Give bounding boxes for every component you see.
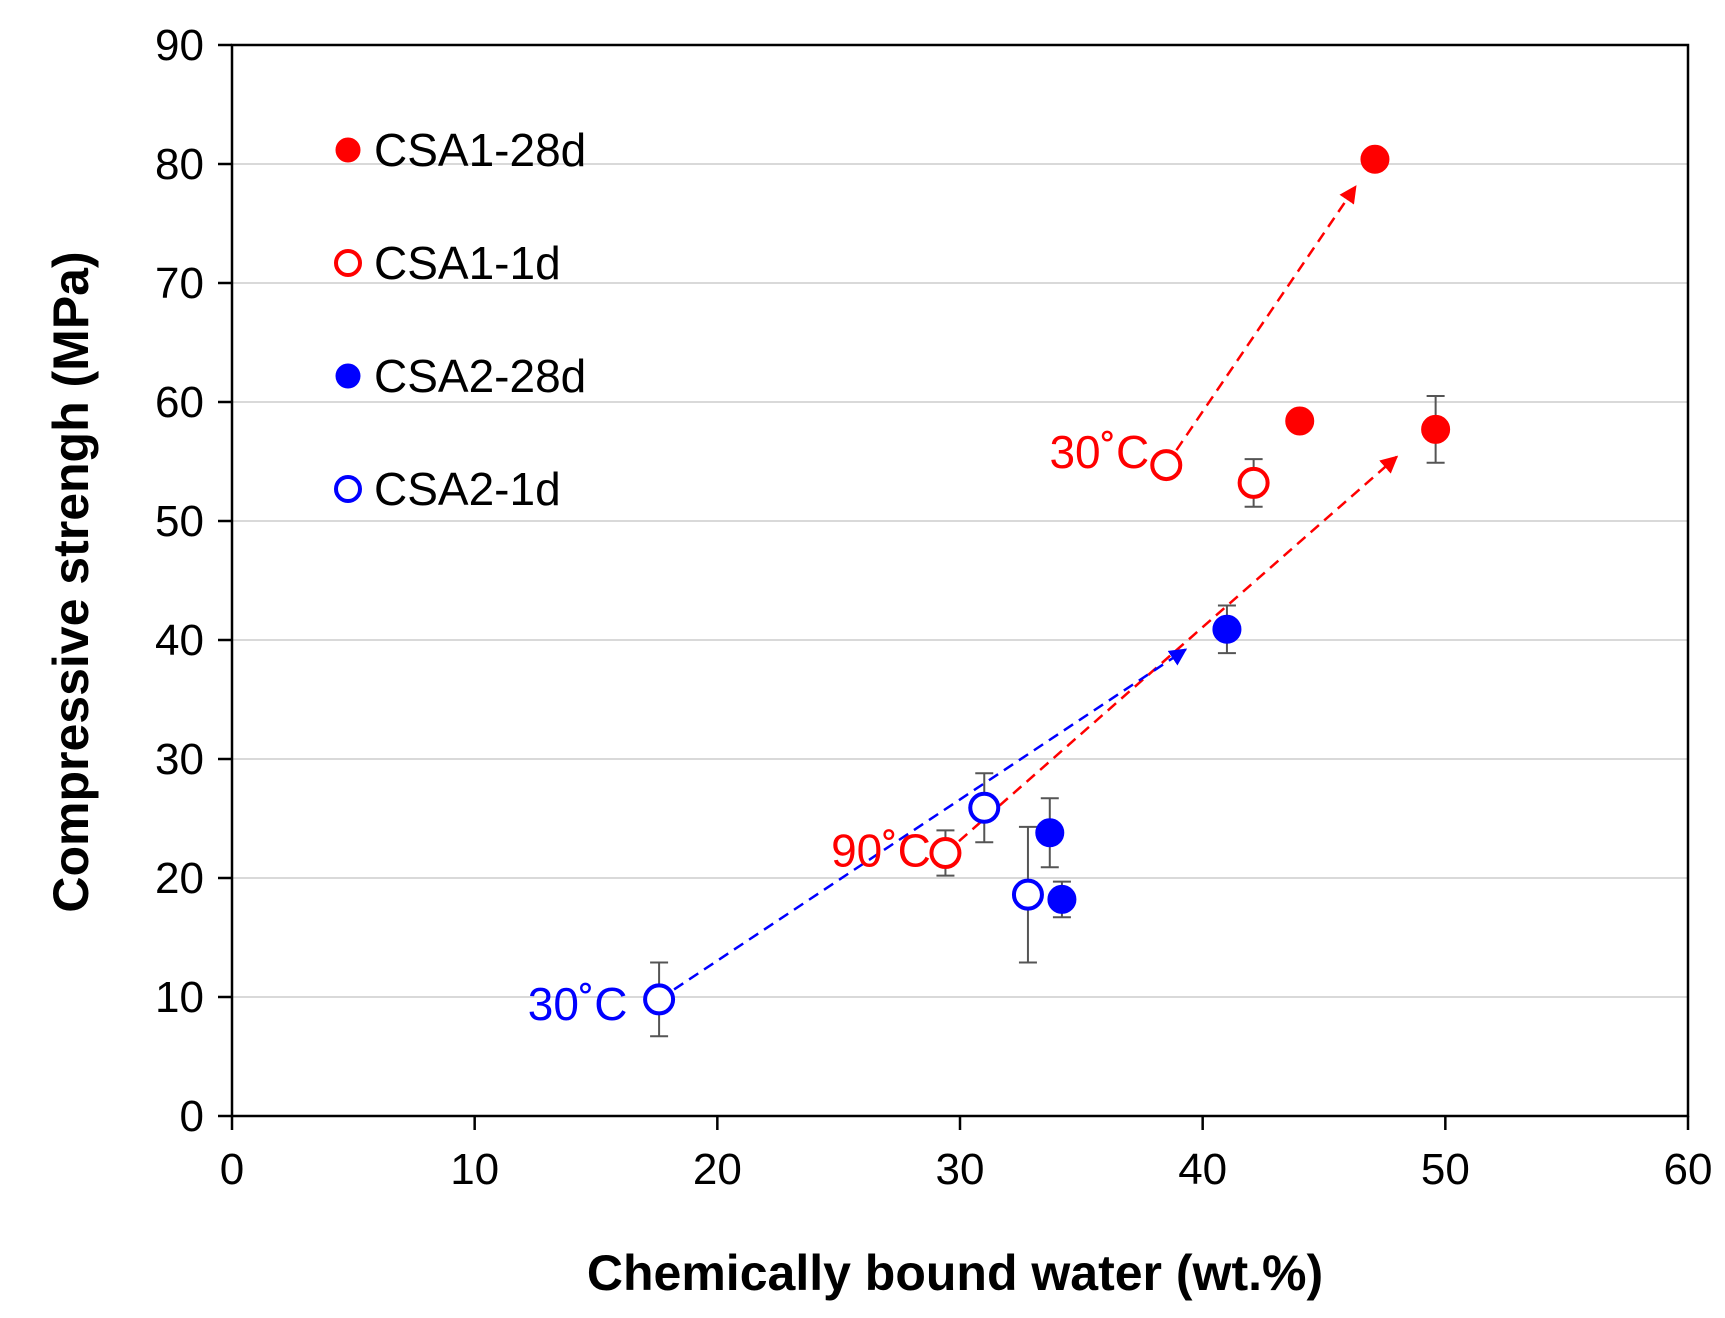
y-tick-label: 20 [155, 854, 204, 903]
legend-label-csa2-28d: CSA2-28d [374, 350, 586, 402]
legend-marker-csa1-1d [334, 249, 362, 277]
legend-label-csa1-1d: CSA1-1d [374, 237, 561, 289]
x-tick-label: 50 [1421, 1145, 1470, 1194]
legend-marker-csa2-1d [334, 475, 362, 503]
trend-arrow [1165, 185, 1357, 466]
legend-marker-csa1-28d [335, 137, 361, 163]
point-csa1-28d [1421, 414, 1451, 444]
temperature-label: 90˚C [831, 825, 931, 877]
gridlines [232, 163, 1688, 998]
x-tick-label: 0 [220, 1145, 244, 1194]
y-tick-label: 0 [180, 1092, 204, 1141]
point-csa2-1d [643, 983, 676, 1016]
y-tick-label: 40 [155, 616, 204, 665]
x-tick-label: 20 [693, 1145, 742, 1194]
y-tick-label: 10 [155, 973, 204, 1022]
legend-label-csa2-1d: CSA2-1d [374, 463, 561, 515]
data-points [643, 144, 1451, 1016]
y-tick-labels: 0 10 20 30 40 50 60 70 80 90 [155, 21, 204, 1141]
x-tick-label: 10 [450, 1145, 499, 1194]
point-csa1-1d [1150, 449, 1183, 482]
y-axis-title: Compressive strengh (MPa) [43, 251, 99, 912]
temperature-label: 30˚C [528, 978, 628, 1030]
axes [218, 43, 1690, 1130]
x-tick-label: 60 [1664, 1145, 1713, 1194]
y-tick-label: 70 [155, 259, 204, 308]
x-tick-label: 30 [936, 1145, 985, 1194]
point-csa1-28d [1285, 406, 1315, 436]
point-csa2-1d [1011, 878, 1044, 911]
y-tick-label: 80 [155, 140, 204, 189]
plot-frame [230, 43, 1690, 1118]
y-tick-label: 50 [155, 497, 204, 546]
temperature-label: 30˚C [1049, 426, 1149, 478]
temperature-annotations: 30˚C 90˚C 30˚C [528, 426, 1149, 1030]
error-bars [650, 395, 1445, 1038]
point-csa2-28d [1047, 884, 1077, 914]
point-csa1-1d [929, 837, 962, 870]
legend-label-csa1-28d: CSA1-28d [374, 124, 586, 176]
point-csa1-28d [1360, 144, 1390, 174]
x-tick-labels: 0 10 20 30 40 50 60 [220, 1145, 1713, 1194]
point-csa2-1d [968, 791, 1001, 824]
y-tick-label: 30 [155, 735, 204, 784]
trend-arrow [944, 455, 1399, 854]
point-csa2-28d [1212, 614, 1242, 644]
legend: CSA1-28d CSA1-1d CSA2-28d CSA2-1d [334, 124, 586, 515]
trend-arrows [658, 185, 1399, 1001]
point-csa2-28d [1035, 818, 1065, 848]
point-csa1-1d [1237, 466, 1270, 499]
y-tick-label: 60 [155, 378, 204, 427]
y-tick-label: 90 [155, 21, 204, 70]
trend-arrow [658, 648, 1188, 1001]
x-tick-label: 40 [1178, 1145, 1227, 1194]
legend-marker-csa2-28d [335, 363, 361, 389]
x-axis-title: Chemically bound water (wt.%) [587, 1245, 1323, 1301]
